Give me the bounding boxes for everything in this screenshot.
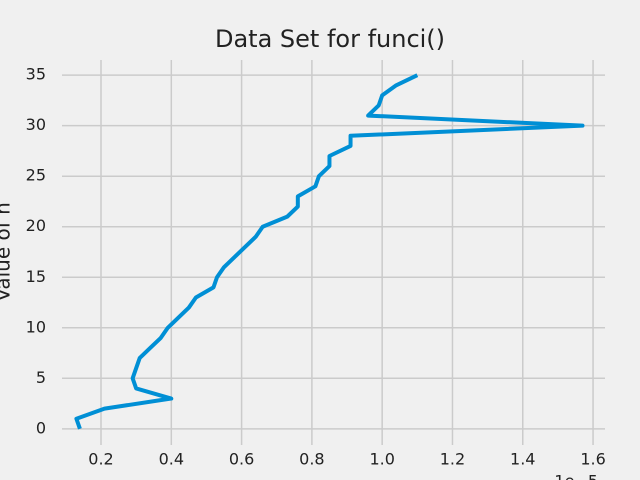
y-tick-label: 15 <box>26 267 46 286</box>
x-tick-label: 1.2 <box>440 450 465 469</box>
y-tick-label: 30 <box>26 115 46 134</box>
chart-title: Data Set for funci() <box>215 25 445 53</box>
data-line <box>74 73 585 430</box>
y-tick-label: 10 <box>26 317 46 336</box>
x-tick-label: 1.4 <box>510 450 535 469</box>
x-tick-label: 0.2 <box>88 450 113 469</box>
x-tick-label: 0.8 <box>299 450 324 469</box>
y-tick-label: 20 <box>26 216 46 235</box>
y-tick-label: 35 <box>26 65 46 84</box>
x-tick-label: 1.0 <box>369 450 394 469</box>
y-axis-label: Value of n <box>0 202 15 302</box>
x-tick-label: 1.6 <box>580 450 605 469</box>
y-tick-label: 25 <box>26 166 46 185</box>
x-offset-label: 1e−5 <box>554 472 598 480</box>
y-tick-label: 5 <box>36 368 46 387</box>
x-axis-label: Execution Time <box>243 479 396 480</box>
y-tick-label: 0 <box>36 418 46 437</box>
x-tick-label: 0.4 <box>159 450 184 469</box>
x-tick-label: 0.6 <box>229 450 254 469</box>
